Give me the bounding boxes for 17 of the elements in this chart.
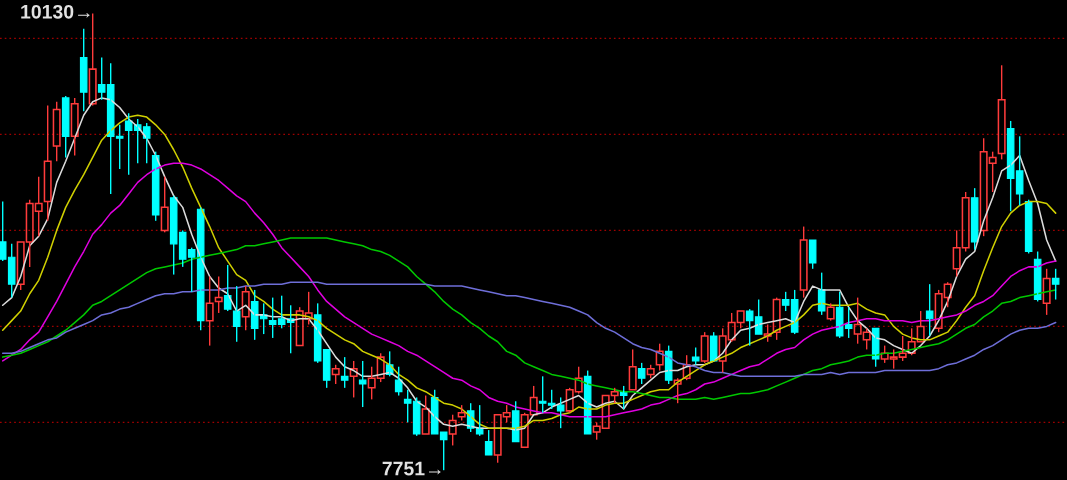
candlestick: [808, 239, 817, 270]
candlestick: [43, 104, 52, 222]
annotation: 7751→: [382, 461, 441, 476]
candlestick: [79, 28, 88, 113]
candlestick: [925, 283, 934, 337]
candlestick: [358, 360, 367, 408]
annotation: 10130→: [21, 4, 90, 19]
candlestick: [205, 275, 214, 347]
candlestick: [484, 429, 493, 456]
candlestick: [1051, 268, 1060, 301]
candlestick: [1024, 198, 1033, 255]
candlestick: [970, 187, 979, 251]
candlestick: [637, 362, 646, 385]
candlestick: [232, 285, 241, 343]
candlestick: [556, 396, 565, 429]
candlestick: [61, 95, 70, 159]
candlestick: [340, 356, 349, 389]
